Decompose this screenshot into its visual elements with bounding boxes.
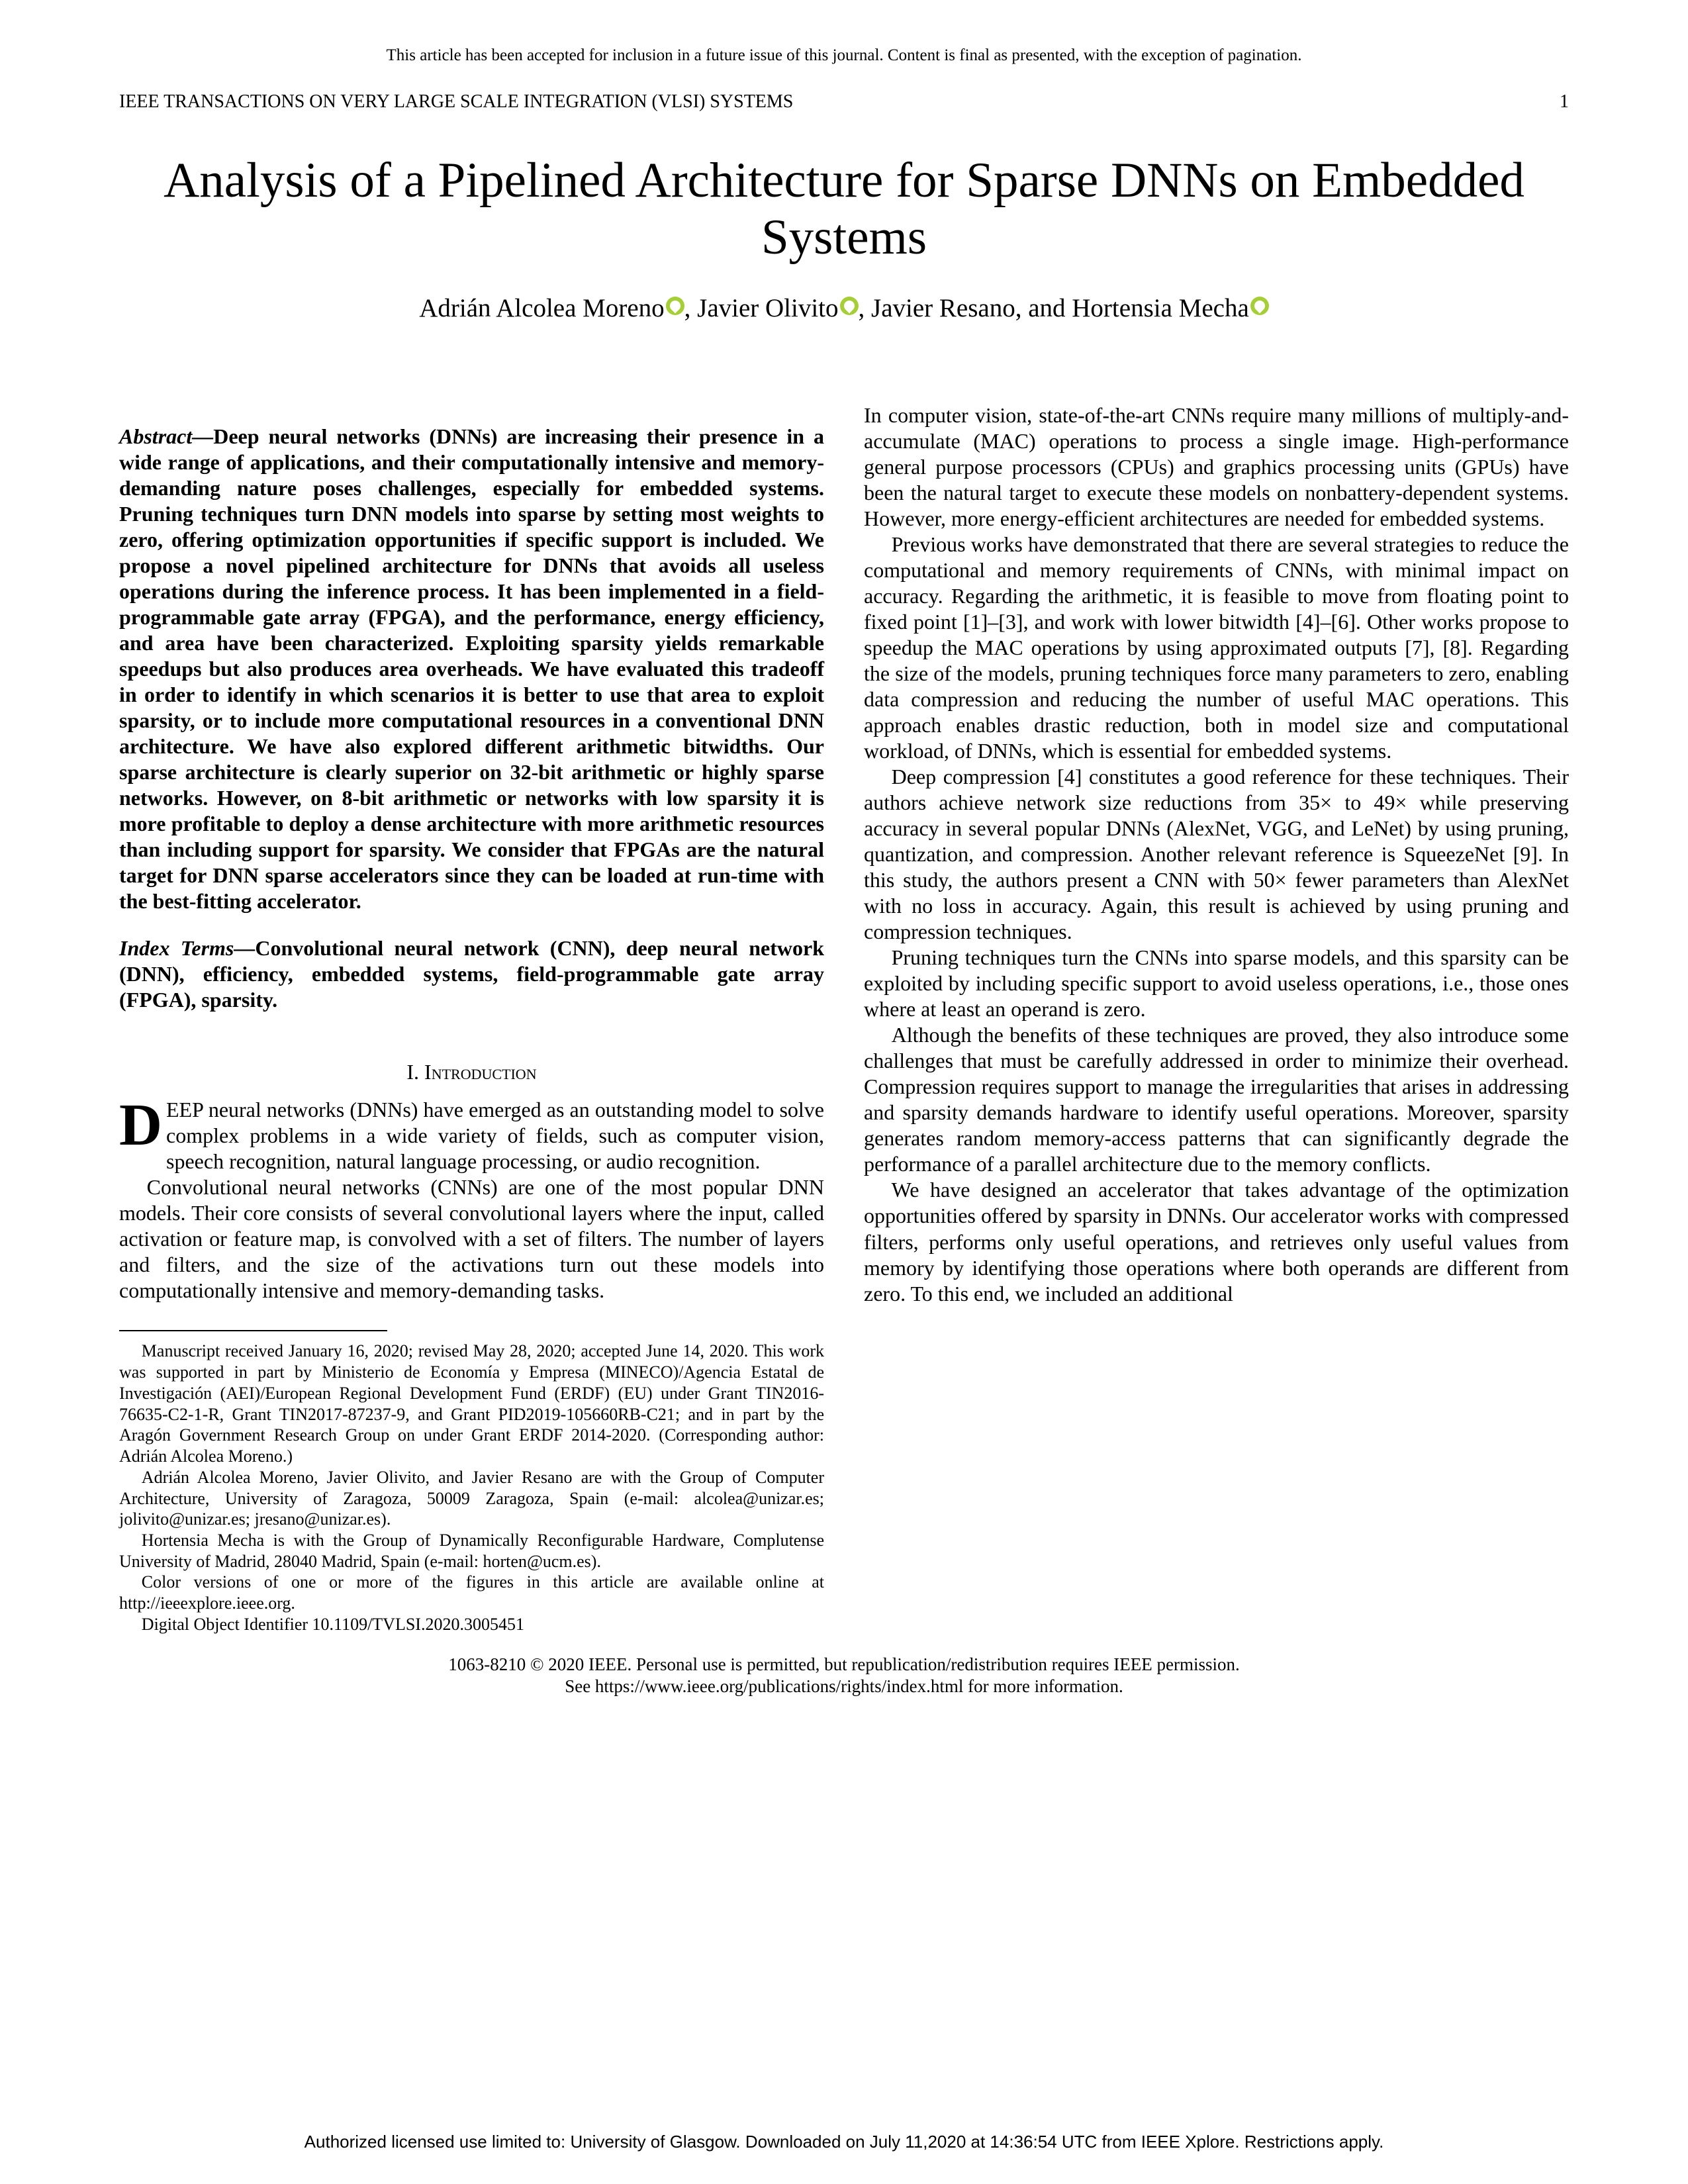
acceptance-notice: This article has been accepted for inclu… <box>119 46 1569 65</box>
dropcap: D <box>119 1097 166 1150</box>
intro-p1-text: EEP neural networks (DNNs) have emerged … <box>166 1098 824 1173</box>
intro-paragraph-1: DEEP neural networks (DNNs) have emerged… <box>119 1097 824 1174</box>
index-terms-label: Index Terms— <box>119 936 255 960</box>
two-column-body: Abstract—Deep neural networks (DNNs) are… <box>119 403 1569 1635</box>
footnote-doi: Digital Object Identifier 10.1109/TVLSI.… <box>119 1614 824 1635</box>
copyright-line-2: See https://www.ieee.org/publications/ri… <box>565 1676 1123 1696</box>
section-1-heading: I. Introduction <box>119 1059 824 1085</box>
abstract: Abstract—Deep neural networks (DNNs) are… <box>119 424 824 915</box>
copyright-notice: 1063-8210 © 2020 IEEE. Personal use is p… <box>119 1654 1569 1699</box>
abstract-text: Deep neural networks (DNNs) are increasi… <box>119 424 824 914</box>
orcid-icon <box>840 297 859 315</box>
left-column: Abstract—Deep neural networks (DNNs) are… <box>119 403 824 1635</box>
col2-paragraph-1: In computer vision, state-of-the-art CNN… <box>864 403 1569 532</box>
license-footer: Authorized licensed use limited to: Univ… <box>0 2132 1688 2152</box>
footnote-affiliation-2: Hortensia Mecha is with the Group of Dyn… <box>119 1530 824 1572</box>
col2-paragraph-4: Pruning techniques turn the CNNs into sp… <box>864 945 1569 1022</box>
abstract-label: Abstract— <box>119 424 213 448</box>
col2-paragraph-6: We have designed an accelerator that tak… <box>864 1177 1569 1306</box>
author-list: Adrián Alcolea Moreno, Javier Olivito, J… <box>119 293 1569 323</box>
right-column: In computer vision, state-of-the-art CNN… <box>864 403 1569 1635</box>
orcid-icon <box>1250 297 1269 315</box>
orcid-icon <box>666 297 684 315</box>
index-terms: Index Terms—Convolutional neural network… <box>119 935 824 1013</box>
author-3-4: Javier Resano, and Hortensia Mecha <box>871 294 1249 322</box>
footnote-color-versions: Color versions of one or more of the fig… <box>119 1572 824 1613</box>
col2-paragraph-3: Deep compression [4] constitutes a good … <box>864 764 1569 945</box>
journal-name: IEEE TRANSACTIONS ON VERY LARGE SCALE IN… <box>119 91 793 113</box>
intro-paragraph-2: Convolutional neural networks (CNNs) are… <box>119 1174 824 1304</box>
article-title: Analysis of a Pipelined Architecture for… <box>119 152 1569 267</box>
col2-paragraph-5: Although the benefits of these technique… <box>864 1022 1569 1177</box>
running-header: IEEE TRANSACTIONS ON VERY LARGE SCALE IN… <box>119 91 1569 113</box>
footnotes: Manuscript received January 16, 2020; re… <box>119 1341 824 1635</box>
col2-paragraph-2: Previous works have demonstrated that th… <box>864 532 1569 764</box>
author-2: Javier Olivito <box>697 294 838 322</box>
footnote-affiliation-1: Adrián Alcolea Moreno, Javier Olivito, a… <box>119 1467 824 1530</box>
footnote-rule <box>119 1330 387 1331</box>
footnote-manuscript: Manuscript received January 16, 2020; re… <box>119 1341 824 1466</box>
page: This article has been accepted for inclu… <box>0 0 1688 2184</box>
author-1: Adrián Alcolea Moreno <box>419 294 664 322</box>
copyright-line-1: 1063-8210 © 2020 IEEE. Personal use is p… <box>448 1654 1240 1674</box>
page-number: 1 <box>1560 91 1569 113</box>
